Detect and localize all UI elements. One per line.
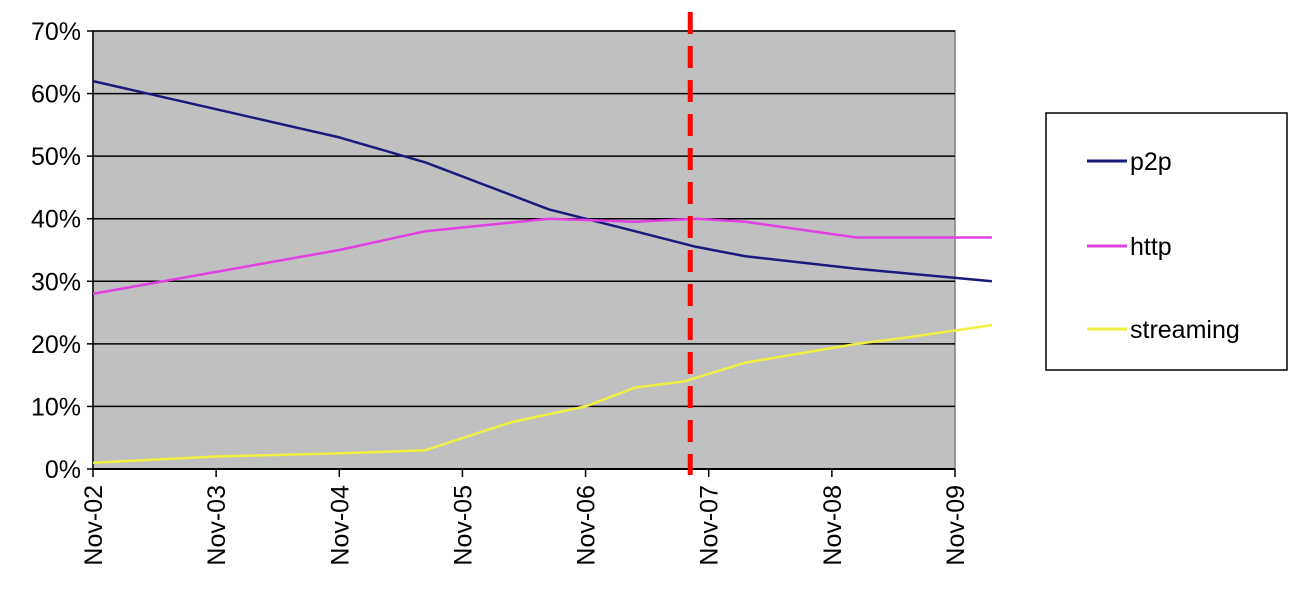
legend-label-http: http — [1130, 233, 1172, 261]
x-tick-label: Nov-03 — [203, 485, 231, 566]
x-tick-label: Nov-06 — [573, 485, 601, 566]
x-tick-label: Nov-05 — [449, 485, 477, 566]
x-axis-labels: Nov-02 Nov-03 Nov-04 Nov-05 Nov-06 Nov-07 Nov-… — [80, 485, 970, 566]
series-line-streaming — [92, 323, 993, 464]
y-axis-labels: 0% 10% 20% 30% 40% 50% 60% 70% — [31, 18, 81, 484]
y-tick-label: 50% — [31, 143, 81, 171]
y-tick-label: 30% — [31, 268, 81, 296]
legend-label-p2p: p2p — [1130, 148, 1172, 176]
y-tick-label: 0% — [45, 456, 81, 484]
legend-label-streaming: streaming — [1130, 316, 1240, 344]
y-tick-label: 20% — [31, 331, 81, 359]
x-tick-label: Nov-08 — [819, 485, 847, 566]
y-tick-label: 40% — [31, 206, 81, 234]
x-tick-label: Nov-09 — [942, 485, 970, 566]
legend-box — [1045, 112, 1288, 371]
x-axis-ticks — [92, 469, 956, 477]
x-tick-label: Nov-07 — [696, 485, 724, 566]
x-tick-label: Nov-04 — [326, 485, 354, 566]
x-tick-label: Nov-02 — [80, 485, 108, 566]
plot-area — [92, 30, 956, 470]
grid-lines — [87, 30, 955, 470]
y-tick-label: 60% — [31, 81, 81, 109]
series-lines — [92, 79, 993, 464]
y-tick-label: 70% — [31, 18, 81, 46]
series-line-http — [92, 217, 992, 296]
legend: p2p http streaming — [1045, 112, 1288, 371]
y-tick-label: 10% — [31, 393, 81, 421]
